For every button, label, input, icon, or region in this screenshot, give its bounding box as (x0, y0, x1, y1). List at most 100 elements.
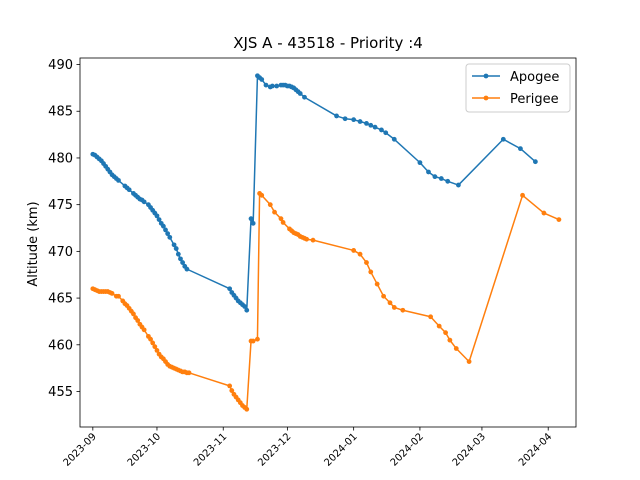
legend: Apogee Perigee (465, 63, 571, 113)
perigee-point (466, 359, 472, 365)
apogee-point (456, 182, 461, 188)
apogee-point (372, 124, 378, 130)
chart-title: XJS A - 43518 - Priority :4 (233, 34, 423, 52)
apogee-point (184, 266, 190, 272)
perigee-legend-label: Perigee (510, 92, 559, 107)
apogee-point (178, 256, 183, 262)
y-axis: 455 460 465 470 475 480 485 490 (48, 58, 80, 400)
apogee-point (302, 94, 307, 100)
apogee-point (244, 307, 250, 313)
apogee-point (141, 199, 147, 205)
perigee-point (351, 248, 357, 253)
y-tick-label: 460 (48, 338, 73, 353)
y-tick-label: 470 (48, 245, 73, 260)
perigee-legend-marker (483, 95, 489, 101)
apogee-point (173, 246, 179, 251)
perigee-point (109, 291, 115, 296)
apogee-point (160, 223, 166, 229)
perigee-point (556, 217, 562, 223)
apogee-point (175, 251, 181, 257)
apogee-point (364, 120, 369, 126)
perigee-point (250, 338, 256, 344)
apogee-point (259, 77, 265, 82)
perigee-point (135, 318, 141, 323)
perigee-point (116, 293, 121, 299)
y-tick-label: 455 (48, 385, 73, 400)
perigee-point (374, 281, 380, 287)
apogee-point (342, 116, 348, 122)
perigee-point (400, 307, 406, 313)
perigee-point (131, 311, 136, 317)
apogee-point (165, 231, 171, 237)
perigee-point (154, 348, 160, 353)
apogee-point (171, 242, 177, 248)
perigee-point (428, 314, 434, 320)
apogee-point (274, 83, 280, 89)
apogee-point (438, 176, 444, 181)
perigee-point (447, 337, 453, 343)
plot-area (79, 57, 577, 428)
apogee-point (154, 213, 160, 219)
y-axis-label: Altitude (km) (26, 201, 41, 286)
apogee-series (90, 73, 538, 313)
perigee-point (368, 269, 374, 275)
apogee-point (116, 177, 121, 183)
perigee-point (255, 336, 260, 342)
apogee-point (126, 187, 132, 193)
apogee-point (242, 304, 248, 309)
perigee-point (186, 370, 192, 376)
perigee-point (272, 209, 277, 215)
apogee-point (351, 117, 357, 123)
perigee-point (520, 192, 525, 198)
apogee-point (297, 91, 303, 96)
y-tick-label: 480 (48, 151, 73, 166)
perigee-point (244, 406, 250, 412)
perigee-point (280, 220, 286, 225)
y-tick-label: 485 (48, 105, 73, 120)
apogee-point (391, 136, 397, 142)
apogee-point (379, 127, 384, 133)
perigee-point (141, 327, 147, 333)
apogee-legend-marker (483, 73, 489, 79)
apogee-point (445, 178, 451, 184)
apogee-point (518, 146, 523, 152)
perigee-point (304, 236, 310, 242)
perigee-point (381, 293, 386, 299)
perigee-point (387, 300, 393, 306)
perigee-point (148, 336, 153, 342)
perigee-point (391, 305, 397, 310)
perigee-point (364, 260, 369, 265)
perigee-point (259, 192, 265, 198)
perigee-point (278, 216, 284, 222)
perigee-series (90, 191, 562, 412)
apogee-point (180, 260, 186, 265)
perigee-point (436, 323, 442, 329)
perigee-point (267, 202, 273, 208)
apogee-point (270, 83, 275, 89)
perigee-point (443, 330, 448, 336)
apogee-point (163, 227, 168, 233)
y-tick-label: 475 (48, 198, 73, 213)
apogee-point (248, 216, 254, 222)
perigee-point (229, 388, 235, 393)
apogee-point (357, 119, 363, 124)
perigee-point (150, 340, 156, 346)
apogee-point (426, 169, 431, 175)
apogee-point (532, 159, 538, 165)
apogee-point (383, 130, 389, 136)
perigee-point (541, 210, 547, 216)
y-tick-label: 490 (48, 58, 73, 73)
perigee-point (453, 346, 459, 351)
apogee-point (432, 174, 438, 180)
apogee-point (334, 113, 339, 119)
perigee-point (357, 251, 363, 257)
apogee-legend-label: Apogee (510, 70, 559, 85)
apogee-point (167, 234, 173, 240)
perigee-point (227, 383, 233, 389)
apogee-point (417, 160, 423, 166)
apogee-point (227, 286, 233, 292)
perigee-point (310, 237, 316, 243)
axes-frame (79, 57, 577, 428)
apogee-point (156, 217, 162, 223)
